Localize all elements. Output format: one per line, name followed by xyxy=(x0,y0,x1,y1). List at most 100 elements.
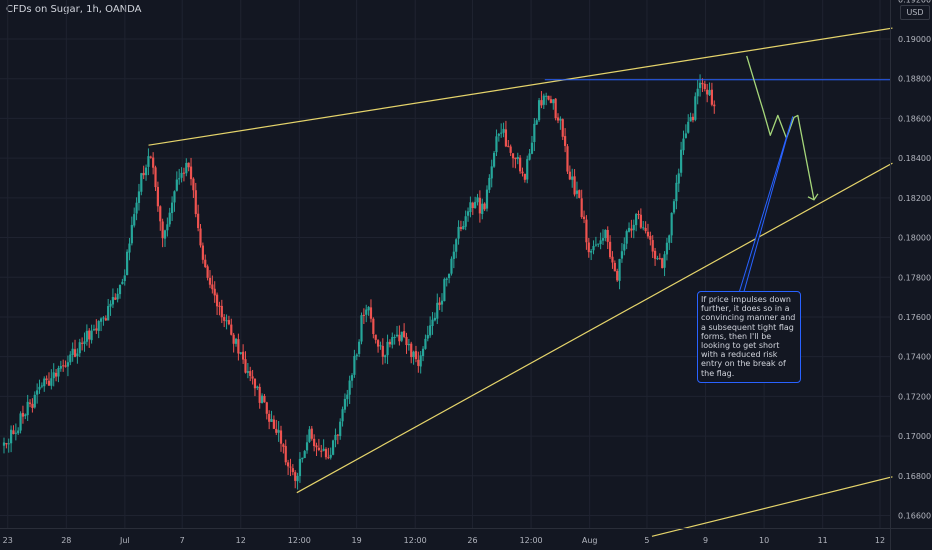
candle xyxy=(218,301,221,316)
drawings[interactable] xyxy=(148,27,893,537)
candle-body xyxy=(265,402,268,414)
candle xyxy=(270,410,273,422)
candle-body xyxy=(698,82,702,88)
price-axis[interactable]: 0.16600 0.16800 0.17000 0.17200 0.17400 0.176… xyxy=(890,0,932,550)
candle xyxy=(239,352,242,355)
candle-body xyxy=(490,166,493,179)
candle-body xyxy=(149,156,152,158)
candle-body xyxy=(76,353,79,357)
candle xyxy=(40,382,43,389)
candle-body xyxy=(535,120,538,125)
candle-body xyxy=(403,331,406,337)
candle-body xyxy=(530,142,534,154)
candle-body xyxy=(575,190,579,194)
candle xyxy=(54,369,58,382)
candle-body xyxy=(88,330,91,340)
candle xyxy=(161,218,164,248)
annotation-note[interactable]: If price impulses down further, it does … xyxy=(697,291,801,383)
candle xyxy=(114,293,117,301)
time-tick-label: 10 xyxy=(759,536,769,545)
candle xyxy=(533,117,536,152)
candle-body xyxy=(116,293,119,300)
candle xyxy=(253,378,257,397)
candle-body xyxy=(31,403,34,408)
time-axis[interactable]: 23 28 Jul 7 12 12:00 19 12:00 26 12:00 Aug 5 9 10 11 12 xyxy=(0,528,932,546)
candle-body xyxy=(270,419,273,422)
candle-body xyxy=(350,375,354,381)
candle-body xyxy=(135,202,138,214)
time-tick-label: 12:00 xyxy=(404,536,427,545)
candle xyxy=(296,472,299,490)
candle xyxy=(419,351,422,374)
candle-body xyxy=(40,385,43,387)
candle xyxy=(466,207,470,222)
price-tick-label: 0.18400 xyxy=(898,154,931,163)
candle xyxy=(490,159,493,188)
candle xyxy=(684,124,687,139)
candle xyxy=(62,359,65,372)
time-tick-label: 12 xyxy=(875,536,885,545)
candle-body xyxy=(580,198,583,218)
candle xyxy=(630,219,633,238)
time-tick-label: 11 xyxy=(818,536,828,545)
candle xyxy=(36,383,39,404)
candle xyxy=(33,391,36,409)
candle xyxy=(405,332,408,354)
candle xyxy=(478,190,481,223)
candle-body xyxy=(597,243,600,245)
candle-body xyxy=(223,317,226,321)
candle xyxy=(147,148,150,176)
candle xyxy=(696,79,699,105)
candle xyxy=(5,442,8,449)
candle-body xyxy=(47,380,51,386)
candle-body xyxy=(440,300,444,305)
candle-body xyxy=(613,262,616,272)
candle xyxy=(462,221,465,230)
candle xyxy=(263,393,266,403)
candle-body xyxy=(590,250,593,253)
currency-badge[interactable]: USD xyxy=(900,5,930,20)
candle xyxy=(244,351,247,374)
candle-body xyxy=(379,345,382,347)
candle-body xyxy=(386,341,389,356)
candle-body xyxy=(514,157,517,160)
candle xyxy=(182,167,186,182)
candle xyxy=(632,219,635,239)
candle-body xyxy=(381,345,384,357)
candle-body xyxy=(521,171,524,174)
candle-body xyxy=(123,275,126,282)
candle-body xyxy=(256,386,259,389)
candle xyxy=(10,425,13,453)
candle-body xyxy=(414,351,418,360)
candle xyxy=(118,284,122,299)
candle xyxy=(521,167,524,177)
candle-body xyxy=(369,307,373,319)
candle xyxy=(665,237,669,261)
candle xyxy=(348,375,351,405)
candle xyxy=(189,157,193,186)
candle-body xyxy=(268,413,271,422)
candle-body xyxy=(438,302,441,305)
candle-body xyxy=(114,297,117,300)
candle xyxy=(379,341,382,350)
candle xyxy=(279,425,283,452)
candle-body xyxy=(627,227,631,232)
candle-body xyxy=(159,206,162,222)
candle xyxy=(564,128,567,153)
candle-body xyxy=(504,129,508,147)
candle-body xyxy=(374,334,377,340)
candle xyxy=(410,341,413,364)
time-tick-label: Jul xyxy=(119,536,130,545)
candle-body xyxy=(291,468,294,472)
candle xyxy=(88,328,91,348)
time-tick-label: 19 xyxy=(352,536,362,545)
candle-body xyxy=(126,251,129,276)
candle-body xyxy=(324,449,328,458)
candle xyxy=(658,253,661,260)
candle xyxy=(582,210,586,224)
candle-body xyxy=(43,378,46,387)
candle-body xyxy=(232,334,235,344)
candle xyxy=(213,281,216,303)
candle xyxy=(144,164,148,181)
